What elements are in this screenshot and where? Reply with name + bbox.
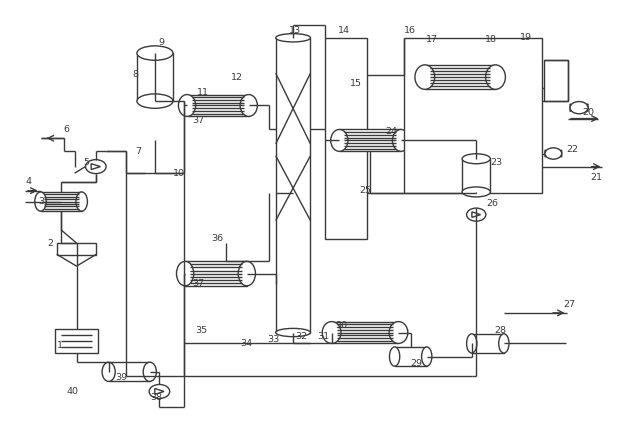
Ellipse shape xyxy=(415,65,435,89)
Ellipse shape xyxy=(137,46,173,60)
Text: 16: 16 xyxy=(404,26,416,35)
Bar xyxy=(544,60,568,101)
Bar xyxy=(57,243,96,254)
Ellipse shape xyxy=(276,34,310,42)
Bar xyxy=(55,329,98,353)
Text: 6: 6 xyxy=(64,125,70,134)
Text: 34: 34 xyxy=(240,339,252,348)
Text: 17: 17 xyxy=(426,35,438,44)
Text: 2: 2 xyxy=(47,239,53,247)
Text: 10: 10 xyxy=(173,169,185,178)
Text: 8: 8 xyxy=(133,71,138,79)
Ellipse shape xyxy=(390,347,400,366)
Text: 5: 5 xyxy=(83,158,89,167)
Text: 9: 9 xyxy=(158,38,164,47)
Text: 27: 27 xyxy=(563,300,575,309)
Bar xyxy=(339,130,401,151)
Text: 28: 28 xyxy=(494,326,506,335)
Text: 19: 19 xyxy=(520,33,532,42)
Text: 12: 12 xyxy=(231,73,243,81)
Ellipse shape xyxy=(498,334,509,353)
Polygon shape xyxy=(155,389,164,394)
Text: 24: 24 xyxy=(385,127,397,136)
Ellipse shape xyxy=(570,102,588,114)
Text: 14: 14 xyxy=(338,26,350,35)
Text: 36: 36 xyxy=(211,234,223,243)
Ellipse shape xyxy=(322,321,341,343)
Bar xyxy=(471,334,504,353)
Ellipse shape xyxy=(35,192,46,211)
Ellipse shape xyxy=(462,154,490,164)
Bar xyxy=(276,38,310,332)
Bar xyxy=(325,38,367,239)
Ellipse shape xyxy=(149,385,170,399)
Bar xyxy=(462,159,490,192)
Ellipse shape xyxy=(467,208,486,221)
Ellipse shape xyxy=(276,328,310,337)
Text: 29: 29 xyxy=(411,360,422,368)
Ellipse shape xyxy=(462,187,490,197)
Text: 1: 1 xyxy=(57,341,63,350)
Ellipse shape xyxy=(137,94,173,108)
Bar xyxy=(332,321,399,343)
Text: 7: 7 xyxy=(136,147,142,156)
Ellipse shape xyxy=(176,261,194,286)
Bar xyxy=(425,65,495,89)
Bar xyxy=(187,95,249,117)
Ellipse shape xyxy=(422,347,432,366)
Text: 18: 18 xyxy=(484,35,497,44)
Ellipse shape xyxy=(238,261,256,286)
Ellipse shape xyxy=(143,362,156,381)
Ellipse shape xyxy=(76,192,88,211)
Ellipse shape xyxy=(392,130,410,151)
Ellipse shape xyxy=(331,130,348,151)
Text: 22: 22 xyxy=(566,145,578,154)
Text: 25: 25 xyxy=(359,186,372,195)
Ellipse shape xyxy=(389,321,408,343)
Text: 40: 40 xyxy=(66,387,78,396)
Text: 30: 30 xyxy=(335,321,347,330)
Text: 31: 31 xyxy=(317,332,329,341)
Ellipse shape xyxy=(178,95,196,117)
Text: 4: 4 xyxy=(25,177,31,187)
Text: 33: 33 xyxy=(267,335,279,343)
Text: 35: 35 xyxy=(194,326,207,335)
Text: 37: 37 xyxy=(192,116,204,125)
Text: 15: 15 xyxy=(350,79,362,88)
Ellipse shape xyxy=(240,95,258,117)
Polygon shape xyxy=(545,150,562,157)
Bar xyxy=(404,38,542,193)
Bar xyxy=(137,53,173,101)
Text: 39: 39 xyxy=(115,373,128,381)
Text: 3: 3 xyxy=(38,197,44,206)
Text: 21: 21 xyxy=(591,173,603,182)
Text: 20: 20 xyxy=(582,108,594,117)
Bar xyxy=(395,347,427,366)
Text: 13: 13 xyxy=(289,26,301,35)
Ellipse shape xyxy=(102,362,115,381)
Polygon shape xyxy=(570,104,588,111)
Bar xyxy=(109,362,150,381)
Ellipse shape xyxy=(486,65,506,89)
Polygon shape xyxy=(472,212,480,217)
Text: 37: 37 xyxy=(192,279,204,288)
Text: 11: 11 xyxy=(196,88,209,97)
Ellipse shape xyxy=(467,334,477,353)
Ellipse shape xyxy=(86,159,106,173)
Text: 26: 26 xyxy=(486,199,498,208)
Bar xyxy=(41,192,82,211)
Text: 23: 23 xyxy=(490,158,502,167)
Polygon shape xyxy=(91,164,100,170)
Text: 38: 38 xyxy=(150,392,162,402)
Ellipse shape xyxy=(545,148,562,159)
Bar xyxy=(185,261,247,286)
Text: 32: 32 xyxy=(295,332,307,341)
